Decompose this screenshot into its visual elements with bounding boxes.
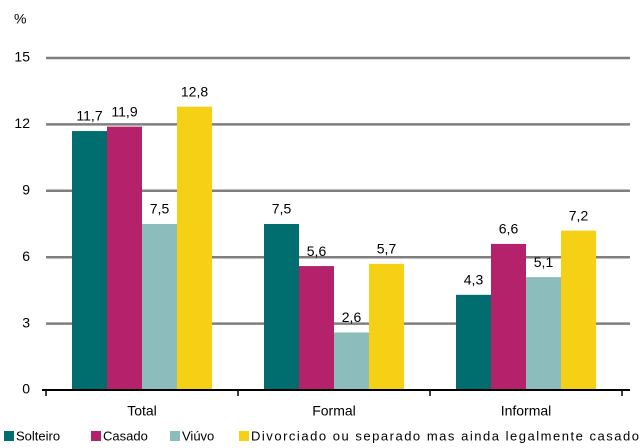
y-tick-label: 15 <box>14 49 30 65</box>
bar <box>456 294 491 390</box>
legend-label: Divorciado ou separado mas ainda legalme… <box>251 428 639 443</box>
y-tick-label: 12 <box>14 115 30 131</box>
value-label: 6,6 <box>499 221 519 237</box>
bar <box>561 230 596 390</box>
bar <box>491 243 526 390</box>
legend-label: Viúvo <box>182 428 214 443</box>
legend-swatch <box>239 431 249 441</box>
bar <box>177 106 212 391</box>
legend-label: Solteiro <box>16 428 60 443</box>
value-label: 4,3 <box>464 272 484 288</box>
bar <box>369 263 404 390</box>
value-label: 7,2 <box>569 207 589 223</box>
bar <box>334 332 369 390</box>
value-label: 11,7 <box>76 108 102 124</box>
bar <box>526 277 561 390</box>
y-tick-label: 6 <box>22 248 30 264</box>
value-label: 5,1 <box>534 254 554 270</box>
y-axis-label: % <box>14 11 26 27</box>
bar <box>299 266 334 390</box>
x-tick-label: Total <box>127 403 157 419</box>
value-label: 2,6 <box>342 309 362 325</box>
legend: Solteiro Casado Viúvo Divorciado ou separad… <box>4 428 639 443</box>
bar <box>264 224 299 390</box>
y-tick-label: 3 <box>22 314 30 330</box>
x-tick-label: Informal <box>501 403 552 419</box>
bar <box>107 126 142 390</box>
x-tick-label: Formal <box>312 403 356 419</box>
value-label: 7,5 <box>150 201 170 217</box>
value-label: 12,8 <box>181 83 208 99</box>
value-label: 5,6 <box>307 243 327 259</box>
y-tick-label: 0 <box>22 381 30 397</box>
y-tick-label: 9 <box>22 182 30 198</box>
legend-label: Casado <box>103 428 148 443</box>
legend-swatch <box>170 431 180 441</box>
legend-swatch <box>4 431 14 441</box>
bar <box>142 224 177 390</box>
value-label: 5,7 <box>377 241 397 257</box>
value-label: 11,9 <box>111 103 137 119</box>
value-label: 7,5 <box>272 201 292 217</box>
bar <box>72 131 107 391</box>
legend-swatch <box>91 431 101 441</box>
